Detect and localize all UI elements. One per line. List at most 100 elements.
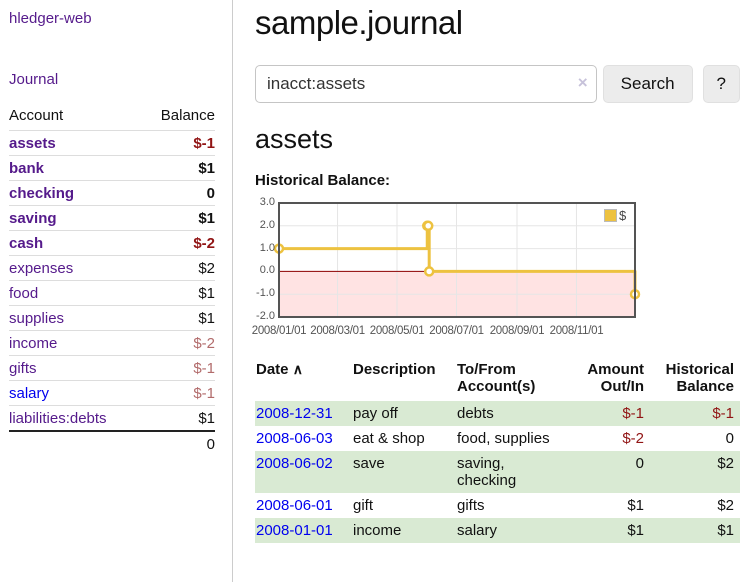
y-axis-tick-label: 2.0: [259, 218, 275, 231]
account-link-expenses[interactable]: expenses: [9, 260, 74, 277]
y-axis-tick-label: -2.0: [256, 310, 275, 322]
register-balance: $2: [717, 497, 734, 514]
y-axis-tick-label: -1.0: [256, 287, 275, 300]
register-accounts: food, supplies: [457, 430, 550, 447]
account-row: cash $-2: [9, 230, 215, 256]
search-button[interactable]: Search: [602, 65, 693, 103]
accounts-total-value: 0: [141, 430, 215, 456]
register-amount: $-2: [622, 430, 644, 447]
x-axis-tick-label: 2008/05/01: [369, 325, 425, 337]
accounts-header-balance: Balance: [141, 105, 215, 131]
account-link-income[interactable]: income: [9, 335, 58, 352]
register-balance: 0: [725, 430, 734, 447]
chart-title: Historical Balance:: [255, 172, 391, 189]
register-row: 2008-01-01 income salary $1 $1: [255, 518, 740, 543]
register-accounts: debts: [457, 405, 494, 422]
account-balance-food: $1: [141, 280, 215, 306]
register-description: income: [353, 522, 402, 539]
register-amount: $1: [627, 522, 644, 539]
register-accounts: saving, checking: [457, 455, 517, 489]
account-link-supplies[interactable]: supplies: [9, 310, 65, 327]
register-description: gift: [353, 497, 374, 514]
legend-swatch-icon: [604, 209, 617, 222]
account-balance-checking: 0: [141, 180, 215, 206]
accounts-total-row: 0: [9, 430, 215, 456]
register-date-link[interactable]: 2008-06-02: [256, 455, 333, 472]
account-row: assets $-1: [9, 131, 215, 156]
search-form: × Search ?: [255, 65, 740, 103]
x-axis-tick-label: 2008/07/01: [429, 325, 484, 337]
account-row: income $-2: [9, 330, 215, 356]
help-button[interactable]: ?: [702, 65, 740, 103]
chart-legend: $: [604, 208, 626, 223]
register-description: pay off: [353, 405, 398, 422]
accounts-table: Account Balance assets $-1 bank $1 check…: [9, 105, 215, 456]
register-row: 2008-06-01 gift gifts $1 $2: [255, 493, 740, 518]
account-balance-expenses: $2: [141, 255, 215, 281]
register-balance: $2: [717, 455, 734, 472]
register-description: save: [353, 455, 385, 472]
account-row: saving $1: [9, 205, 215, 231]
account-link-liabilities-debts[interactable]: liabilities:debts: [9, 410, 107, 427]
account-balance-liabilities-debts: $1: [141, 405, 215, 431]
account-link-bank[interactable]: bank: [9, 160, 45, 177]
account-link-food[interactable]: food: [9, 285, 39, 302]
account-link-salary[interactable]: salary: [9, 385, 50, 402]
account-link-saving[interactable]: saving: [9, 210, 57, 227]
account-balance-income: $-2: [141, 330, 215, 356]
account-balance-bank: $1: [141, 155, 215, 181]
register-header-balance: Historical Balance: [665, 361, 734, 395]
register-header-description: Description: [353, 361, 436, 378]
account-balance-saving: $1: [141, 205, 215, 231]
register-amount: 0: [635, 455, 644, 472]
account-row: salary $-1: [9, 380, 215, 406]
y-axis-tick-label: 0.0: [259, 264, 275, 277]
account-row: expenses $2: [9, 255, 215, 281]
historical-balance-chart[interactable]: 3.0 2.0 1.0 0.0 -1.0 -2.0 2008/01/01 2008/03/01…: [252, 195, 655, 343]
register-accounts: gifts: [457, 497, 485, 514]
register-row: 2008-12-31 pay off debts $-1 $-1: [255, 401, 740, 426]
register-header-amount: Amount Out/In: [587, 361, 644, 395]
y-axis-tick-label: 3.0: [259, 196, 275, 208]
register-table: Date ∧ Description To/From Account(s) Am…: [255, 358, 740, 543]
x-axis-tick-label: 2008/11/01: [549, 325, 604, 337]
register-description: eat & shop: [353, 430, 425, 447]
sidebar-nav: Journal: [9, 71, 215, 89]
clear-search-icon[interactable]: ×: [577, 73, 588, 92]
sidebar: hledger-web Journal Account Balance asse…: [0, 0, 233, 582]
register-date-link[interactable]: 2008-12-31: [256, 405, 333, 422]
app-title: hledger-web: [9, 10, 215, 28]
register-header-tofrom: To/From Account(s): [457, 361, 536, 395]
chart-canvas: [273, 202, 641, 318]
account-balance-supplies: $1: [141, 305, 215, 331]
nav-journal-link[interactable]: Journal: [9, 71, 59, 88]
account-balance-gifts: $-1: [141, 355, 215, 381]
sort-ascending-icon: ∧: [292, 361, 303, 377]
main-content: sample.journal × Search ? assets Histori…: [233, 0, 742, 582]
search-input[interactable]: [255, 65, 597, 103]
account-balance-cash: $-2: [141, 230, 215, 256]
account-balance-assets: $-1: [193, 135, 215, 152]
register-balance: $1: [717, 522, 734, 539]
register-date-link[interactable]: 2008-01-01: [256, 522, 333, 539]
accounts-header-account: Account: [9, 105, 142, 131]
page-title: sample.journal: [255, 4, 463, 41]
account-balance-salary: $-1: [141, 380, 215, 406]
account-link-assets[interactable]: assets: [9, 135, 56, 152]
register-date-link[interactable]: 2008-06-03: [256, 430, 333, 447]
account-row: supplies $1: [9, 305, 215, 331]
account-link-cash[interactable]: cash: [9, 235, 44, 252]
app-title-link[interactable]: hledger-web: [9, 10, 92, 27]
account-link-checking[interactable]: checking: [9, 185, 75, 202]
account-row: liabilities:debts $1: [9, 405, 215, 431]
register-amount: $-1: [622, 405, 644, 422]
account-link-gifts[interactable]: gifts: [9, 360, 37, 377]
x-axis-tick-label: 2008/01/01: [251, 325, 307, 337]
y-axis-tick-label: 1.0: [259, 241, 275, 254]
register-amount: $1: [627, 497, 644, 514]
register-header-date[interactable]: Date ∧: [256, 361, 303, 378]
register-row: 2008-06-02 save saving, checking 0 $2: [255, 451, 740, 493]
x-axis-tick-label: 2008/03/01: [310, 325, 365, 337]
register-date-link[interactable]: 2008-06-01: [256, 497, 333, 514]
